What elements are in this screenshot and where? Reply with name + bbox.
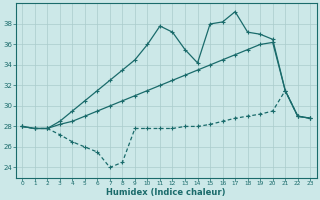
X-axis label: Humidex (Indice chaleur): Humidex (Indice chaleur) — [107, 188, 226, 197]
